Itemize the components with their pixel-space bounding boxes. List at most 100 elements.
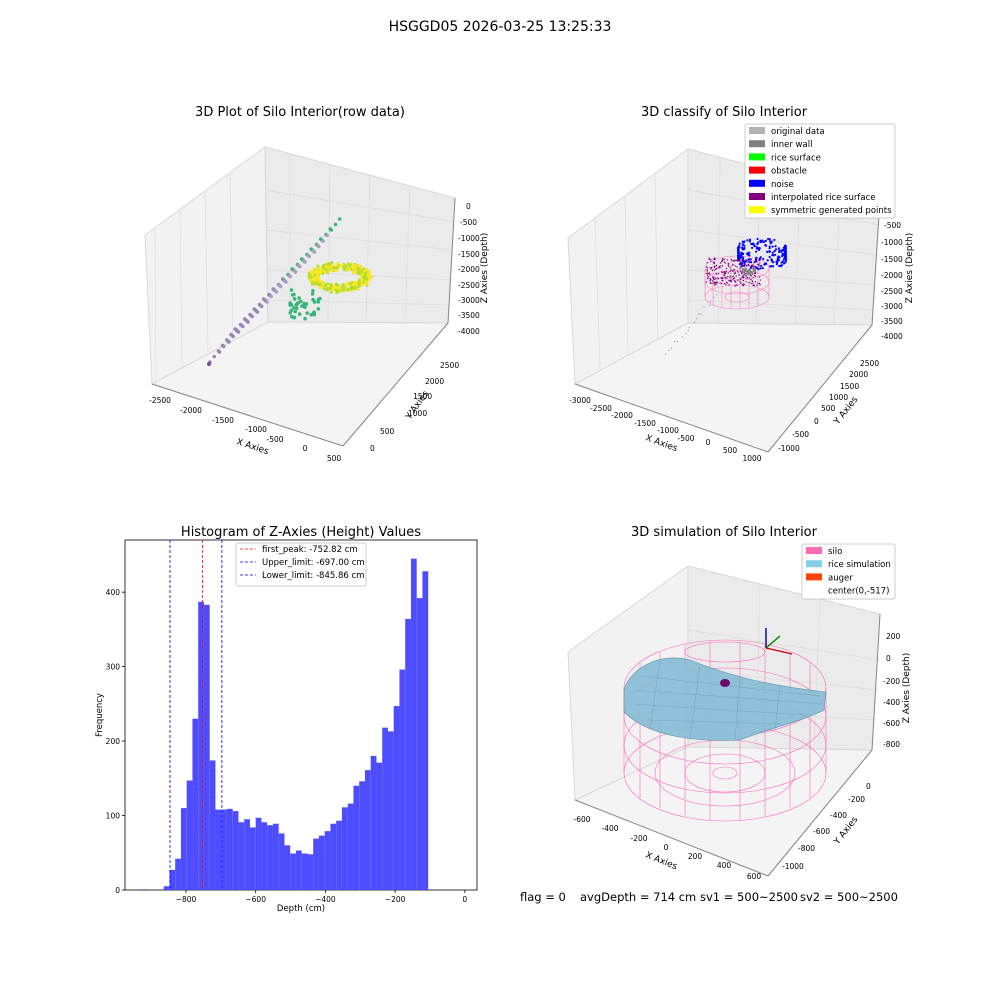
interpolated-point <box>708 258 710 260</box>
histogram-bar <box>370 755 377 890</box>
interpolated-point <box>713 266 716 269</box>
noise-point <box>781 249 784 252</box>
noise-point <box>762 257 765 261</box>
raw-point <box>347 267 351 271</box>
p4-ytick: -400 <box>830 811 847 820</box>
raw-point <box>240 324 245 329</box>
raw-point <box>321 239 325 243</box>
raw-point <box>227 340 231 344</box>
raw-point <box>336 261 340 266</box>
noise-point <box>777 247 780 250</box>
noise-point <box>775 263 779 266</box>
interpolated-point <box>729 275 731 277</box>
p4-ztick: 0 <box>886 654 891 663</box>
p4-ytick: -600 <box>813 827 830 836</box>
interpolated-point <box>723 272 725 275</box>
noise-point <box>755 250 758 253</box>
noise-point <box>764 243 767 247</box>
interpolated-point <box>745 265 748 267</box>
wall-point <box>752 268 755 271</box>
raw-point <box>293 309 297 314</box>
histogram-bar <box>313 838 319 890</box>
raw-point <box>207 362 211 366</box>
noise-point <box>757 241 760 244</box>
p1-ztick: -2500 <box>458 281 480 290</box>
p1-ztick: -1500 <box>458 250 480 259</box>
raw-point <box>362 276 366 280</box>
noise-point <box>773 250 776 253</box>
p1-xtick: -500 <box>266 435 283 444</box>
noise-point <box>757 268 760 271</box>
raw-point <box>336 289 340 293</box>
noise-point <box>670 347 673 349</box>
raw-point <box>345 282 349 286</box>
histogram-bar <box>238 822 245 890</box>
p2-ztick: -2500 <box>881 287 903 296</box>
interpolated-point <box>723 258 726 261</box>
noise-point <box>781 254 784 258</box>
noise-point <box>781 252 784 256</box>
panel1-point-cloud <box>207 217 373 366</box>
interpolated-point <box>716 281 718 283</box>
noise-point <box>751 246 754 249</box>
histogram-bar <box>180 808 187 890</box>
raw-point <box>360 278 364 282</box>
interpolated-point <box>714 269 716 271</box>
noise-point <box>776 258 779 262</box>
panel1-z-axis <box>447 197 456 324</box>
p2-ztick: -3500 <box>881 317 903 326</box>
histogram-ytick-label: 200 <box>106 737 121 746</box>
interpolated-point <box>751 280 754 283</box>
panel2-xlabel: X Axies <box>644 433 679 454</box>
raw-point <box>300 304 304 308</box>
panel-classified: 3D classify of Silo Interior -3000 -2500… <box>567 105 915 463</box>
interpolated-point <box>707 277 709 280</box>
noise-point <box>715 294 718 296</box>
raw-point <box>334 285 338 289</box>
raw-point <box>309 276 313 280</box>
noise-point <box>755 247 759 250</box>
interpolated-point <box>739 278 742 280</box>
noise-point <box>668 349 670 352</box>
raw-point <box>307 254 312 259</box>
noise-point <box>743 244 746 247</box>
noise-point <box>766 259 769 262</box>
histogram-xtick-label: −400 <box>315 895 336 904</box>
wall-point <box>744 274 748 277</box>
interpolated-point <box>714 284 716 286</box>
interpolated-point <box>720 277 722 279</box>
histogram-bar <box>318 835 325 890</box>
panel1-zlabel: Z Axies (Depth) <box>480 233 490 304</box>
interpolated-point <box>715 264 718 267</box>
noise-point <box>773 238 776 242</box>
raw-point <box>315 281 319 285</box>
panel2-x-axis <box>574 383 769 453</box>
raw-point <box>348 263 352 267</box>
raw-point <box>313 273 317 277</box>
raw-point <box>335 266 339 270</box>
interpolated-point <box>746 276 748 279</box>
suptitle: HSGGD05 2026-03-25 13:25:33 <box>389 19 612 35</box>
legend-label: silo <box>828 547 842 557</box>
raw-point <box>354 269 358 274</box>
noise-point <box>769 265 772 268</box>
noise-point <box>760 264 763 267</box>
interpolated-point <box>721 279 723 282</box>
panel2-zlabel: Z Axies (Depth) <box>905 233 915 304</box>
interpolated-point <box>756 284 758 286</box>
raw-point <box>293 270 298 274</box>
interpolated-point <box>713 265 716 267</box>
p2-xtick: 1000 <box>742 454 761 463</box>
histogram-ytick-label: 0 <box>115 886 120 895</box>
raw-point <box>312 276 316 281</box>
histogram-xticks: −800 −600 −400 −200 0 <box>176 890 467 904</box>
noise-point <box>768 255 771 259</box>
raw-point <box>303 260 307 264</box>
histogram-bar <box>209 760 216 890</box>
noise-point <box>747 258 750 261</box>
interpolated-point <box>753 262 755 264</box>
interpolated-point <box>731 279 733 281</box>
raw-point <box>354 283 358 287</box>
p4-ytick: -1000 <box>782 862 804 871</box>
legend-label: Upper_limit: -697.00 cm <box>262 558 365 568</box>
